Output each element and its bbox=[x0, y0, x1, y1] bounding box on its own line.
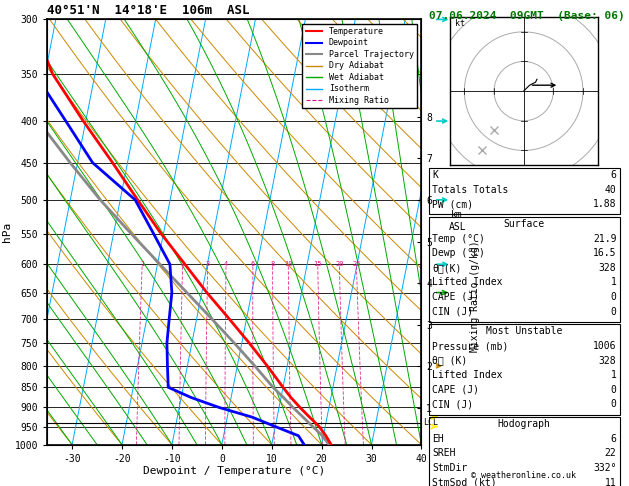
Text: 1.88: 1.88 bbox=[593, 199, 616, 209]
Text: PW (cm): PW (cm) bbox=[432, 199, 473, 209]
Y-axis label: hPa: hPa bbox=[2, 222, 12, 242]
Text: 0: 0 bbox=[611, 399, 616, 409]
Text: 25: 25 bbox=[352, 261, 360, 267]
Text: © weatheronline.co.uk: © weatheronline.co.uk bbox=[472, 471, 576, 480]
Text: 15: 15 bbox=[313, 261, 322, 267]
Text: Pressure (mb): Pressure (mb) bbox=[432, 341, 508, 351]
Text: 1006: 1006 bbox=[593, 341, 616, 351]
Text: EH: EH bbox=[432, 434, 444, 444]
Text: 22: 22 bbox=[604, 449, 616, 458]
Text: 1: 1 bbox=[140, 261, 144, 267]
Text: Hodograph: Hodograph bbox=[498, 419, 551, 429]
Text: 8: 8 bbox=[270, 261, 275, 267]
Text: 6: 6 bbox=[611, 170, 616, 180]
Text: CAPE (J): CAPE (J) bbox=[432, 385, 479, 395]
Text: 4: 4 bbox=[224, 261, 228, 267]
Text: 332°: 332° bbox=[593, 463, 616, 473]
Text: Lifted Index: Lifted Index bbox=[432, 370, 503, 380]
Text: kt: kt bbox=[455, 19, 465, 28]
Text: Totals Totals: Totals Totals bbox=[432, 185, 508, 194]
Text: 10: 10 bbox=[284, 261, 292, 267]
Text: 21.9: 21.9 bbox=[593, 234, 616, 243]
Text: 2: 2 bbox=[181, 261, 185, 267]
Text: Dewp (°C): Dewp (°C) bbox=[432, 248, 485, 258]
Text: 40: 40 bbox=[604, 185, 616, 194]
X-axis label: Dewpoint / Temperature (°C): Dewpoint / Temperature (°C) bbox=[143, 467, 325, 476]
Text: CAPE (J): CAPE (J) bbox=[432, 292, 479, 302]
Text: 16.5: 16.5 bbox=[593, 248, 616, 258]
Y-axis label: km
ASL: km ASL bbox=[448, 210, 466, 232]
Text: 328: 328 bbox=[599, 356, 616, 365]
Text: Temp (°C): Temp (°C) bbox=[432, 234, 485, 243]
Text: 11: 11 bbox=[604, 478, 616, 486]
Text: θᶄ(K): θᶄ(K) bbox=[432, 263, 462, 273]
Text: 07.06.2024  09GMT  (Base: 06): 07.06.2024 09GMT (Base: 06) bbox=[429, 11, 625, 21]
Text: CIN (J): CIN (J) bbox=[432, 399, 473, 409]
Legend: Temperature, Dewpoint, Parcel Trajectory, Dry Adiabat, Wet Adiabat, Isotherm, Mi: Temperature, Dewpoint, Parcel Trajectory… bbox=[303, 24, 417, 108]
Text: Most Unstable: Most Unstable bbox=[486, 327, 562, 336]
Text: Surface: Surface bbox=[504, 219, 545, 229]
Text: 1: 1 bbox=[611, 278, 616, 287]
Text: SREH: SREH bbox=[432, 449, 455, 458]
Text: 6: 6 bbox=[611, 434, 616, 444]
Text: 328: 328 bbox=[599, 263, 616, 273]
Text: Lifted Index: Lifted Index bbox=[432, 278, 503, 287]
Text: CIN (J): CIN (J) bbox=[432, 307, 473, 316]
Text: K: K bbox=[432, 170, 438, 180]
Text: StmSpd (kt): StmSpd (kt) bbox=[432, 478, 497, 486]
Text: 0: 0 bbox=[611, 292, 616, 302]
Text: 6: 6 bbox=[251, 261, 255, 267]
Text: 0: 0 bbox=[611, 307, 616, 316]
Text: 0: 0 bbox=[611, 385, 616, 395]
Text: StmDir: StmDir bbox=[432, 463, 467, 473]
Text: 20: 20 bbox=[335, 261, 343, 267]
Text: LCL: LCL bbox=[423, 418, 438, 427]
Text: θᶄ (K): θᶄ (K) bbox=[432, 356, 467, 365]
Text: 3: 3 bbox=[206, 261, 209, 267]
Text: Mixing Ratio (g/kg): Mixing Ratio (g/kg) bbox=[470, 240, 480, 352]
Text: 1: 1 bbox=[611, 370, 616, 380]
Text: 40°51'N  14°18'E  106m  ASL: 40°51'N 14°18'E 106m ASL bbox=[47, 4, 250, 17]
